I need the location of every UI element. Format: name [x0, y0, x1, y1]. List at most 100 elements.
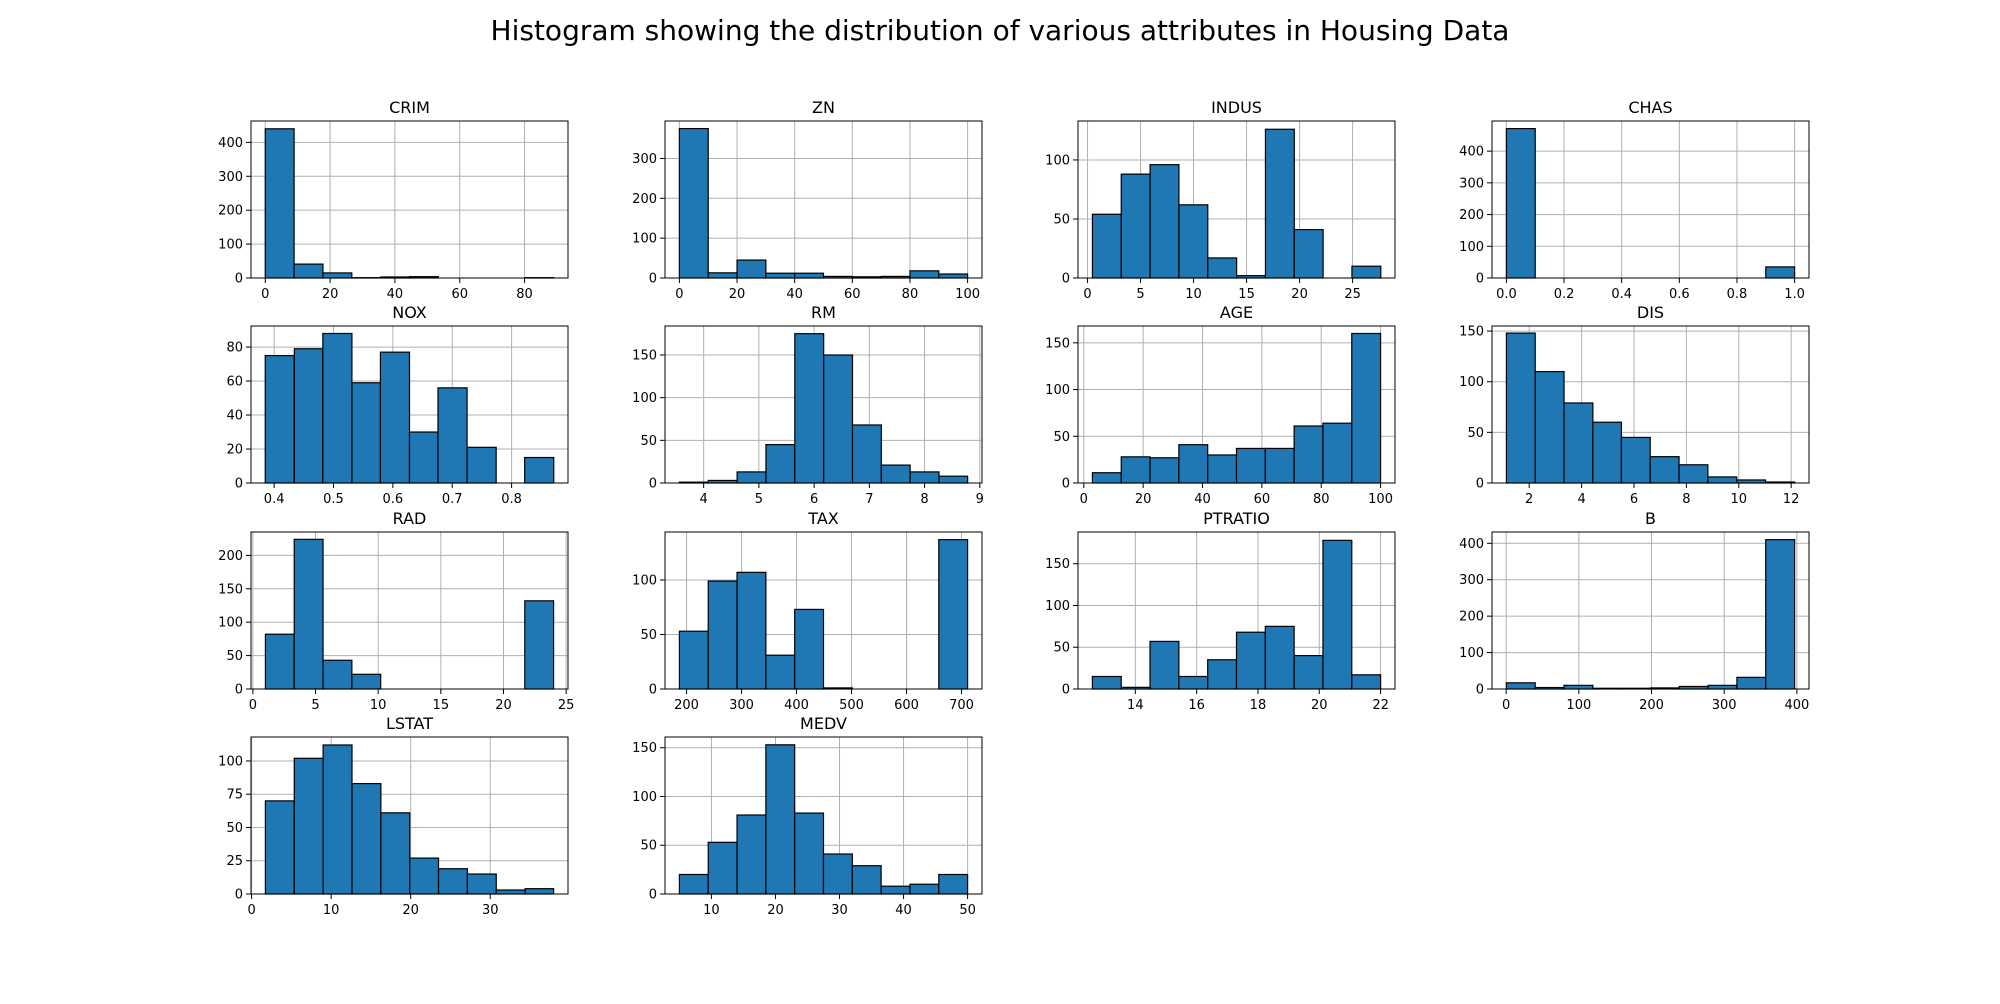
bar-lstat-6: [439, 869, 468, 894]
y-tick-label: 50: [1467, 426, 1484, 441]
bar-medv-2: [737, 815, 766, 894]
bar-medv-1: [708, 842, 737, 894]
y-tick-label: 0: [235, 477, 243, 492]
y-tick-label: 40: [226, 409, 243, 424]
x-tick-label: 9: [976, 492, 984, 507]
bar-crim-2: [323, 273, 352, 278]
y-tick-label: 0: [1062, 683, 1070, 698]
bar-tax-1: [708, 581, 737, 689]
bar-nox-7: [467, 447, 496, 483]
x-tick-label: 20: [322, 287, 339, 302]
y-tick-label: 0: [649, 477, 657, 492]
bar-b-9: [1766, 540, 1795, 689]
y-tick-label: 200: [632, 192, 657, 207]
y-tick-label: 150: [632, 349, 657, 364]
x-tick-label: 0.6: [383, 492, 404, 507]
bar-b-0: [1506, 683, 1535, 689]
x-tick-label: 20: [729, 287, 746, 302]
y-tick-label: 0: [235, 272, 243, 287]
bar-rm-2: [737, 472, 766, 483]
bar-medv-8: [910, 884, 939, 894]
y-tick-label: 50: [1053, 212, 1070, 227]
axes-frame: [1492, 121, 1809, 278]
y-tick-label: 50: [1053, 641, 1070, 656]
bar-rm-6: [852, 425, 881, 483]
y-tick-label: 50: [1053, 430, 1070, 445]
bar-zn-4: [795, 273, 824, 278]
bar-rm-4: [795, 334, 824, 483]
y-tick-label: 50: [226, 649, 243, 664]
bar-rad-1: [294, 539, 323, 689]
bar-crim-1: [294, 264, 323, 278]
bar-nox-0: [265, 356, 294, 483]
x-tick-label: 8: [920, 492, 928, 507]
bar-lstat-7: [467, 874, 496, 894]
x-tick-label: 0: [249, 698, 257, 713]
bar-age-9: [1352, 333, 1381, 483]
x-tick-label: 10: [703, 903, 720, 918]
subplot-title: TAX: [807, 509, 838, 528]
x-tick-label: 40: [786, 287, 803, 302]
x-tick-label: 0: [247, 903, 255, 918]
x-tick-label: 100: [955, 287, 980, 302]
bar-medv-7: [881, 886, 910, 894]
bar-rm-8: [910, 472, 939, 483]
bar-rad-9: [525, 601, 554, 689]
x-tick-label: 6: [1630, 492, 1638, 507]
bar-medv-6: [852, 866, 881, 894]
x-tick-label: 8: [1682, 492, 1690, 507]
bar-age-6: [1265, 448, 1294, 483]
x-tick-label: 0.8: [1727, 287, 1748, 302]
y-tick-label: 100: [1045, 599, 1070, 614]
x-tick-label: 0.0: [1496, 287, 1517, 302]
bar-dis-4: [1621, 437, 1650, 483]
y-tick-label: 0: [649, 683, 657, 698]
subplot-title: B: [1645, 509, 1656, 528]
x-tick-label: 20: [402, 903, 419, 918]
y-tick-label: 0: [235, 888, 243, 903]
x-tick-label: 100: [1368, 492, 1393, 507]
bar-b-2: [1564, 685, 1593, 689]
y-tick-label: 150: [1045, 557, 1070, 572]
y-tick-label: 25: [226, 854, 243, 869]
y-tick-label: 0: [235, 683, 243, 698]
y-tick-label: 0: [649, 272, 657, 287]
x-tick-label: 20: [767, 903, 784, 918]
bar-rm-7: [881, 465, 910, 483]
bar-ptratio-6: [1265, 626, 1294, 689]
x-tick-label: 12: [1783, 492, 1800, 507]
y-tick-label: 0: [1476, 683, 1484, 698]
x-tick-label: 20: [495, 698, 512, 713]
bar-indus-4: [1208, 258, 1237, 278]
y-tick-label: 200: [218, 549, 243, 564]
bar-chas-0: [1506, 129, 1535, 278]
x-tick-label: 300: [729, 698, 754, 713]
bar-age-8: [1323, 423, 1352, 483]
bar-b-7: [1708, 685, 1737, 689]
bar-age-3: [1179, 445, 1208, 483]
bar-indus-6: [1265, 129, 1294, 278]
x-tick-label: 0: [1083, 287, 1091, 302]
x-tick-label: 14: [1127, 698, 1144, 713]
bar-b-8: [1737, 677, 1766, 689]
y-tick-label: 300: [218, 170, 243, 185]
x-tick-label: 60: [844, 287, 861, 302]
y-tick-label: 50: [640, 628, 657, 643]
x-tick-label: 0.4: [264, 492, 285, 507]
bar-dis-7: [1708, 477, 1737, 483]
x-tick-label: 40: [387, 287, 404, 302]
bar-chas-9: [1766, 267, 1795, 278]
bar-nox-1: [294, 349, 322, 483]
bar-indus-7: [1294, 230, 1323, 278]
x-tick-label: 400: [784, 698, 809, 713]
